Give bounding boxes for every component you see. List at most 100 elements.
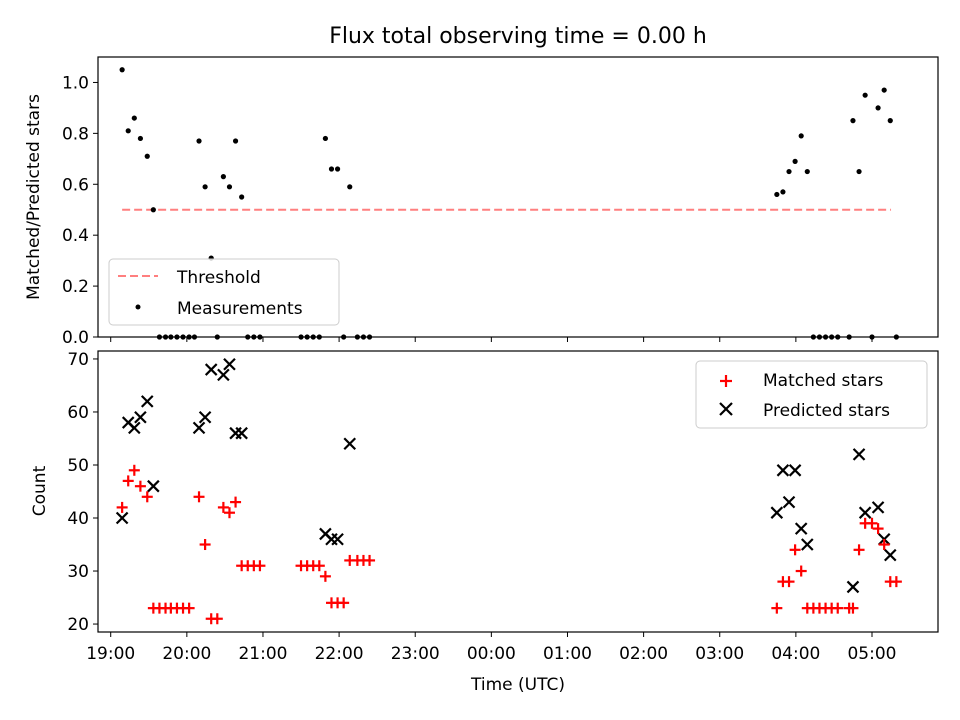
predicted-point (115, 511, 129, 525)
matched-point (134, 480, 146, 492)
top-ytick-label: 0.4 (62, 226, 89, 246)
predicted-point (852, 448, 866, 461)
top-y-axis-label: Matched/Predicted stars (24, 94, 44, 300)
matched-point (364, 554, 376, 566)
measurement-point (125, 128, 131, 134)
measurement-point (144, 153, 150, 159)
matched-point (254, 560, 266, 572)
matched-point (872, 523, 884, 535)
bottom-ytick-label: 70 (67, 350, 89, 370)
measurement-point (322, 135, 328, 142)
xtick-label: 04:00 (771, 644, 820, 664)
predicted-point (128, 421, 141, 435)
legend-predicted-marker (719, 402, 733, 416)
matched-point (789, 544, 801, 556)
measurement-point (887, 118, 893, 124)
measurement-point (328, 166, 335, 172)
matched-point (878, 539, 890, 551)
matched-point (122, 475, 134, 487)
matched-point (319, 570, 331, 582)
matched-point (230, 496, 242, 508)
bottom-ytick-label: 20 (67, 615, 89, 635)
predicted-point (198, 410, 212, 424)
top-ytick-label: 0.8 (62, 124, 89, 144)
matched-point (853, 544, 865, 556)
predicted-point (883, 548, 897, 562)
predicted-point (192, 421, 206, 435)
measurement-point (334, 166, 341, 172)
chart-title: Flux total observing time = 0.00 h (329, 24, 707, 49)
top-ytick-label: 0.2 (62, 277, 89, 297)
top-legend: Threshold Measurements (108, 258, 340, 326)
measurement-point (804, 168, 810, 175)
predicted-point (846, 580, 860, 594)
matched-point (795, 565, 807, 577)
count-panel: 20 30 40 50 60 70 19:00 20:00 21:00 22:00 23:00 00… (30, 350, 939, 695)
measurement-point (119, 67, 125, 73)
predicted-point (204, 363, 218, 376)
predicted-point (147, 479, 160, 493)
matched-point (771, 602, 783, 614)
predicted-point (235, 426, 248, 440)
measurement-point (220, 174, 226, 180)
measurement-point (792, 158, 798, 164)
matched-point (217, 501, 229, 513)
legend-matched-label: Matched stars (763, 371, 883, 391)
matched-point (783, 576, 795, 588)
xtick-label: 21:00 (238, 644, 287, 664)
matched-point (199, 539, 211, 551)
bottom-ytick-label: 60 (67, 403, 89, 423)
predicted-point (140, 395, 154, 408)
xtick-label: 19:00 (86, 644, 135, 664)
predicted-point (788, 464, 802, 477)
bottom-ytick-label: 40 (67, 509, 89, 529)
measurement-point (862, 92, 868, 98)
predicted-point (871, 501, 885, 514)
matched-point (832, 602, 844, 614)
legend-measurements-label: Measurements (177, 299, 303, 319)
matched-point (116, 501, 128, 513)
measurement-point (150, 207, 156, 213)
bottom-legend: Matched stars Predicted stars (695, 360, 928, 429)
predicted-point (801, 538, 814, 551)
predicted-point (223, 357, 236, 371)
xtick-label: 02:00 (619, 644, 668, 664)
xtick-label: 03:00 (695, 644, 744, 664)
predicted-point (343, 437, 357, 451)
top-ytick-label: 0.6 (62, 175, 89, 195)
measurement-point (347, 184, 353, 190)
xtick-label: 01:00 (543, 644, 592, 664)
measurement-point (196, 138, 202, 144)
matched-point (183, 602, 195, 614)
matched-point (223, 507, 235, 519)
predicted-point (794, 522, 808, 535)
bottom-y-axis-label: Count (30, 465, 50, 516)
predicted-point (782, 495, 796, 509)
legend-measurement-dot (135, 304, 141, 310)
matched-point (193, 491, 205, 503)
predicted-point (134, 410, 147, 424)
x-axis-label: Time (UTC) (470, 675, 565, 695)
bottom-ytick-label: 50 (67, 456, 89, 476)
measurement-point (232, 138, 239, 144)
matched-point (211, 613, 223, 625)
matched-point (847, 602, 859, 614)
matched-point (128, 464, 140, 476)
xtick-label: 00:00 (467, 644, 516, 664)
legend-matched-marker (720, 375, 732, 387)
matched-point (141, 491, 153, 503)
bottom-ytick-label: 30 (67, 562, 89, 582)
measurement-point (774, 191, 780, 198)
predicted-point (770, 506, 784, 519)
measurement-point (881, 87, 887, 93)
predicted-point (217, 368, 230, 382)
measurement-point (798, 133, 804, 139)
xtick-label: 23:00 (391, 644, 440, 664)
predicted-point (776, 464, 790, 477)
measurement-point (856, 168, 862, 175)
measurement-point (780, 189, 786, 195)
measurement-point (875, 105, 881, 111)
xtick-label: 05:00 (847, 644, 896, 664)
xtick-label: 22:00 (315, 644, 364, 664)
